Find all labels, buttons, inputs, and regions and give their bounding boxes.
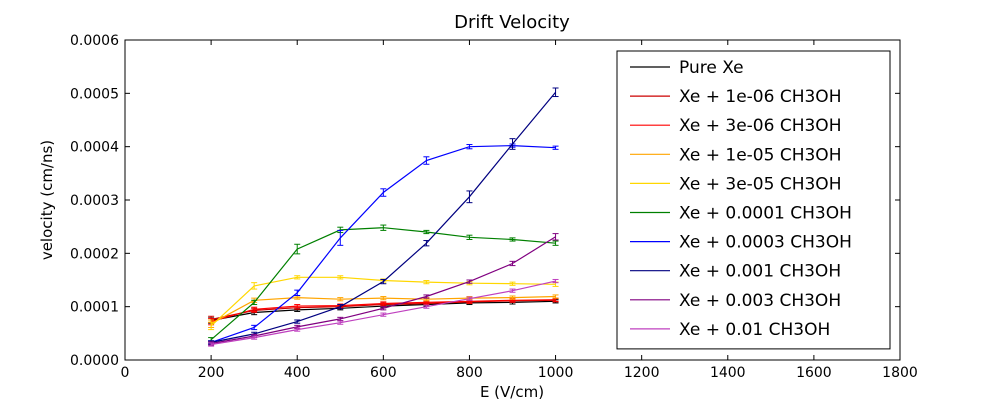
data-point — [337, 320, 344, 325]
y-tick-label: 0.0004 — [70, 140, 119, 156]
y-tick-label: 0.0001 — [70, 300, 119, 316]
data-point — [552, 294, 559, 299]
legend-item: Xe + 0.0001 CH3OH — [630, 204, 852, 224]
x-axis-label: E (V/cm) — [480, 383, 544, 400]
legend-item: Xe + 1e-06 CH3OH — [630, 87, 841, 107]
data-point — [466, 296, 473, 301]
legend-item: Xe + 3e-06 CH3OH — [630, 116, 841, 136]
data-point — [337, 297, 344, 302]
data-point — [380, 301, 387, 306]
data-point — [337, 275, 344, 280]
legend-label: Xe + 0.003 CH3OH — [679, 291, 841, 311]
data-point — [251, 299, 258, 306]
data-point — [552, 233, 559, 241]
data-point — [380, 312, 387, 317]
data-point — [423, 240, 430, 247]
data-point — [509, 138, 516, 150]
data-point — [423, 280, 430, 285]
plot-area — [208, 87, 559, 347]
data-point — [380, 224, 387, 231]
x-tick-label: 0 — [121, 365, 130, 381]
data-point — [466, 234, 473, 240]
data-point — [251, 306, 258, 312]
data-point — [251, 324, 258, 331]
data-point — [509, 281, 516, 286]
data-point — [509, 288, 516, 293]
data-point — [509, 295, 516, 300]
data-point — [251, 335, 258, 340]
legend-label: Xe + 0.0001 CH3OH — [679, 204, 852, 224]
data-point — [466, 190, 473, 204]
data-point — [294, 295, 301, 300]
x-tick-label: 400 — [284, 365, 311, 381]
axes: 0 200 400 600 800 1000 1200 1400 1600 1800 0.0000 0… — [70, 33, 918, 381]
data-point — [251, 282, 258, 290]
legend-label: Xe + 3e-06 CH3OH — [679, 116, 841, 136]
x-tick-label: 1200 — [624, 365, 660, 381]
legend-label: Xe + 0.001 CH3OH — [679, 262, 841, 282]
x-tick-label: 1400 — [710, 365, 746, 381]
data-point — [380, 306, 387, 311]
data-point — [509, 260, 516, 267]
legend-label: Pure Xe — [679, 58, 744, 78]
data-point — [337, 304, 344, 310]
data-point — [423, 156, 430, 165]
legend-item: Xe + 0.001 CH3OH — [630, 262, 841, 282]
data-point — [294, 304, 301, 309]
legend-item: Pure Xe — [630, 58, 744, 78]
data-point — [294, 327, 301, 332]
data-point — [466, 144, 473, 150]
data-point — [423, 294, 430, 299]
y-tick-label: 0.0000 — [70, 353, 119, 369]
data-point — [552, 278, 559, 284]
data-point — [423, 229, 430, 235]
y-tick-label: 0.0006 — [70, 33, 119, 49]
data-point — [294, 289, 301, 296]
chart-title: Drift Velocity — [454, 12, 570, 33]
legend-label: Xe + 1e-05 CH3OH — [679, 145, 841, 165]
data-point — [208, 321, 215, 331]
series-8 — [208, 233, 559, 346]
data-point — [509, 237, 516, 242]
data-point — [552, 240, 559, 246]
data-point — [380, 188, 387, 197]
legend-item: Xe + 3e-05 CH3OH — [630, 174, 841, 194]
y-tick-label: 0.0003 — [70, 193, 119, 209]
x-tick-label: 1800 — [882, 365, 918, 381]
data-point — [337, 229, 344, 246]
data-point — [294, 243, 301, 255]
x-tick-label: 200 — [198, 365, 225, 381]
data-point — [552, 145, 559, 150]
legend-item: Xe + 0.0003 CH3OH — [630, 233, 852, 253]
y-axis-label: velocity (cm/ns) — [38, 140, 56, 260]
data-point — [552, 87, 559, 98]
data-point — [423, 304, 430, 309]
data-point — [294, 275, 301, 280]
legend-label: Xe + 0.0003 CH3OH — [679, 233, 852, 253]
y-tick-label: 0.0002 — [70, 246, 119, 262]
data-point — [294, 319, 301, 324]
legend-item: Xe + 0.01 CH3OH — [630, 320, 830, 340]
legend-item: Xe + 0.003 CH3OH — [630, 291, 841, 311]
series-9 — [208, 278, 559, 347]
data-point — [380, 278, 387, 285]
data-point — [466, 279, 473, 284]
data-point — [337, 316, 344, 322]
data-point — [380, 296, 387, 301]
series-line — [210, 236, 556, 345]
legend-label: Xe + 1e-06 CH3OH — [679, 87, 841, 107]
legend: Pure Xe Xe + 1e-06 CH3OH Xe + 3e-06 CH3OH X… — [616, 50, 891, 350]
x-tick-label: 1000 — [538, 365, 574, 381]
x-tick-label: 600 — [370, 365, 397, 381]
x-tick-label: 800 — [456, 365, 483, 381]
data-point — [208, 342, 215, 347]
x-tick-label: 1600 — [796, 365, 832, 381]
legend-label: Xe + 0.01 CH3OH — [679, 320, 830, 340]
y-tick-label: 0.0005 — [70, 86, 119, 102]
legend-label: Xe + 3e-05 CH3OH — [679, 174, 841, 194]
legend-item: Xe + 1e-05 CH3OH — [630, 145, 841, 165]
